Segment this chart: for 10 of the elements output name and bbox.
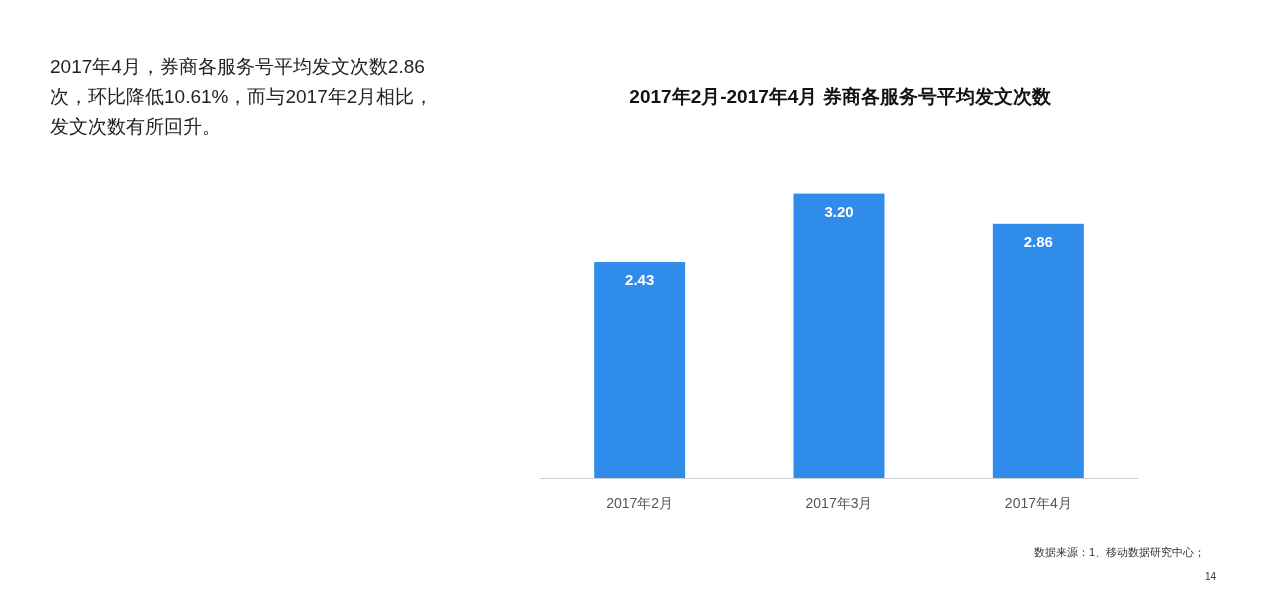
x-tick-label: 2017年2月 bbox=[606, 495, 674, 511]
data-label: 2.43 bbox=[625, 271, 655, 289]
data-label: 2.86 bbox=[1023, 232, 1053, 250]
chart-title: 2017年2月-2017年4月 券商各服务号平均发文次数 bbox=[629, 86, 1052, 107]
text: 14 bbox=[1204, 571, 1217, 582]
text: 2017年4月，券商各服务号平均发文次数2.86次，环比降低10.61%，而与2017年2月相比，发文次数有所回升。 bbox=[50, 55, 435, 139]
source-note: 数据来源：1、移动数据研究中心； bbox=[1033, 546, 1205, 558]
data-label: 3.20 bbox=[824, 202, 854, 220]
x-tick-label: 2017年4月 bbox=[1004, 495, 1072, 511]
x-tick-label: 2017年3月 bbox=[805, 495, 873, 511]
